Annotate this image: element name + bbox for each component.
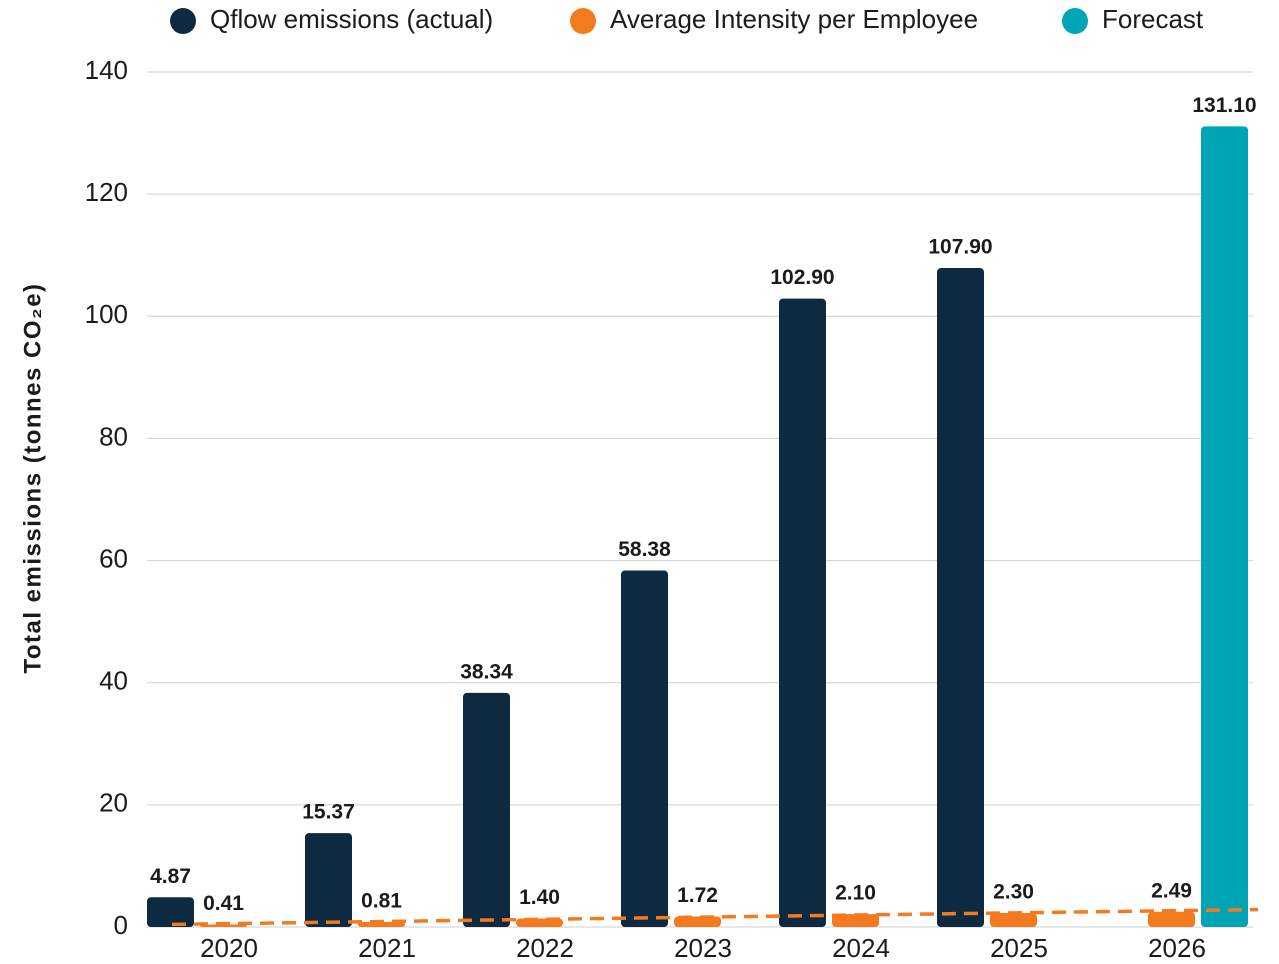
data-label: 1.72 xyxy=(677,884,718,907)
x-tick-label: 2026 xyxy=(1148,933,1206,963)
bar xyxy=(305,833,352,927)
data-label: 4.87 xyxy=(150,865,191,888)
data-label: 58.38 xyxy=(618,538,671,561)
x-tick-label: 2024 xyxy=(832,933,890,963)
y-tick-label: 120 xyxy=(85,177,128,207)
bar xyxy=(621,570,668,927)
data-label: 102.90 xyxy=(770,266,834,289)
data-label: 0.81 xyxy=(361,890,402,913)
x-tick-label: 2020 xyxy=(200,933,258,963)
bar xyxy=(1148,911,1195,927)
bar xyxy=(463,692,510,927)
bar xyxy=(779,298,826,927)
x-tick-label: 2022 xyxy=(516,933,574,963)
x-tick-label: 2023 xyxy=(674,933,732,963)
legend-label: Qflow emissions (actual) xyxy=(210,4,493,34)
x-tick-label: 2025 xyxy=(990,933,1048,963)
bar xyxy=(990,912,1037,927)
bar xyxy=(147,897,194,927)
y-axis-label: Total emissions (tonnes CO₂e) xyxy=(19,282,46,673)
data-label: 2.30 xyxy=(993,881,1034,904)
y-tick-label: 20 xyxy=(99,788,128,818)
legend-label: Average Intensity per Employee xyxy=(610,4,978,34)
data-label: 131.10 xyxy=(1192,94,1256,117)
bar xyxy=(832,914,879,927)
bar xyxy=(674,916,721,927)
legend-marker xyxy=(570,8,596,34)
y-tick-label: 60 xyxy=(99,543,128,573)
bar xyxy=(200,924,247,927)
data-label: 0.41 xyxy=(203,892,244,915)
data-label: 1.40 xyxy=(519,886,560,909)
data-label: 2.10 xyxy=(835,882,876,905)
data-label: 15.37 xyxy=(302,801,355,824)
data-label: 2.49 xyxy=(1151,879,1192,902)
data-label: 38.34 xyxy=(460,660,513,683)
legend-marker xyxy=(1062,8,1088,34)
bar xyxy=(1201,126,1248,927)
y-tick-label: 140 xyxy=(85,55,128,85)
x-tick-label: 2021 xyxy=(358,933,416,963)
data-label: 107.90 xyxy=(928,236,992,259)
y-tick-label: 40 xyxy=(99,666,128,696)
legend-label: Forecast xyxy=(1102,4,1204,34)
y-tick-label: 80 xyxy=(99,421,128,451)
y-tick-label: 100 xyxy=(85,299,128,329)
legend-marker xyxy=(170,8,196,34)
y-tick-label: 0 xyxy=(114,910,128,940)
bar xyxy=(358,922,405,927)
trend-line xyxy=(171,907,1259,927)
bar xyxy=(937,268,984,927)
